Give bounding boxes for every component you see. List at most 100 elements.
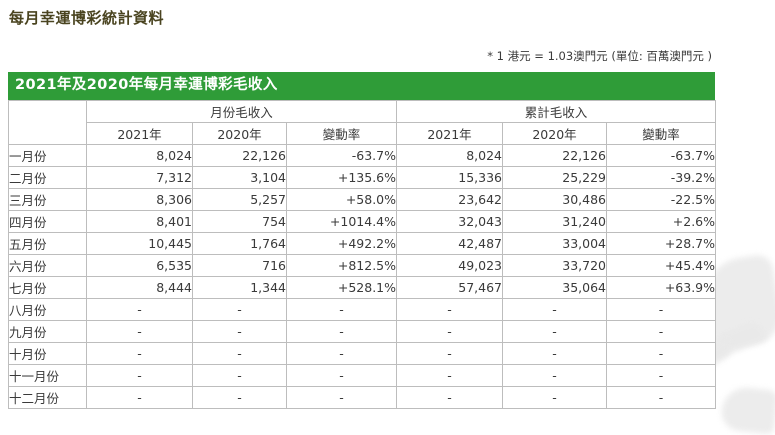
col-header-monthly-change: 變動率 (286, 122, 397, 145)
cell-monthly-2021: 6,535 (86, 254, 193, 277)
cell-cum-2021: 23,642 (396, 188, 503, 211)
row-month-label: 四月份 (8, 210, 87, 233)
cell-monthly-2020: 1,344 (192, 276, 287, 299)
cell-monthly-2020: 1,764 (192, 232, 287, 255)
cell-cum-change: +2.6% (606, 210, 716, 233)
corner-cell (8, 100, 87, 145)
table-row: 十月份 - - - - - - (8, 342, 716, 365)
col-header-cumulative-2021: 2021年 (396, 122, 503, 145)
group-header-monthly: 月份毛收入 (86, 100, 397, 123)
row-month-label: 七月份 (8, 276, 87, 299)
row-month-label: 六月份 (8, 254, 87, 277)
cell-cum-2021: - (396, 386, 503, 409)
table-body: 一月份 8,024 22,126 -63.7% 8,024 22,126 -63.7% 二月份… (8, 144, 716, 409)
cell-cum-2020: 35,064 (502, 276, 607, 299)
cell-cum-2021: 57,467 (396, 276, 503, 299)
cell-cum-change: -63.7% (606, 144, 716, 167)
cell-cum-2020: 25,229 (502, 166, 607, 189)
cell-cum-2020: - (502, 386, 607, 409)
cell-cum-2021: 8,024 (396, 144, 503, 167)
row-month-label: 九月份 (8, 320, 87, 343)
row-month-label: 五月份 (8, 232, 87, 255)
row-month-label: 一月份 (8, 144, 87, 167)
table-row: 三月份 8,306 5,257 +58.0% 23,642 30,486 -22.5% (8, 188, 716, 211)
cell-cum-2021: - (396, 320, 503, 343)
cell-cum-2021: 15,336 (396, 166, 503, 189)
table-row: 四月份 8,401 754 +1014.4% 32,043 31,240 +2.6% (8, 210, 716, 233)
col-header-monthly-2021: 2021年 (86, 122, 193, 145)
cell-monthly-2021: 8,306 (86, 188, 193, 211)
row-month-label: 二月份 (8, 166, 87, 189)
cell-cum-2020: 22,126 (502, 144, 607, 167)
cell-monthly-2020: 754 (192, 210, 287, 233)
cell-monthly-2021: 8,024 (86, 144, 193, 167)
cell-monthly-2021: - (86, 320, 193, 343)
cell-cum-change: +28.7% (606, 232, 716, 255)
table-row: 八月份 - - - - - - (8, 298, 716, 321)
statistics-table-container: 2021年及2020年每月幸運博彩毛收入 月份毛收入 累計毛收入 2021年 2… (8, 72, 716, 409)
cell-monthly-2020: - (192, 364, 287, 387)
group-header-cumulative: 累計毛收入 (396, 100, 716, 123)
cell-cum-2020: - (502, 320, 607, 343)
cell-cum-change: - (606, 320, 716, 343)
cell-monthly-2021: - (86, 364, 193, 387)
cell-monthly-2021: 7,312 (86, 166, 193, 189)
cell-cum-2020: 30,486 (502, 188, 607, 211)
cell-monthly-change: - (286, 320, 397, 343)
cell-cum-2021: - (396, 298, 503, 321)
cell-cum-change: -39.2% (606, 166, 716, 189)
col-header-cumulative-2020: 2020年 (502, 122, 607, 145)
cell-cum-2021: - (396, 364, 503, 387)
cell-monthly-change: +1014.4% (286, 210, 397, 233)
cell-monthly-2021: 8,444 (86, 276, 193, 299)
page-title: 每月幸運博彩統計資料 (9, 9, 165, 27)
cell-cum-change: - (606, 298, 716, 321)
table-row: 九月份 - - - - - - (8, 320, 716, 343)
cell-monthly-2020: 3,104 (192, 166, 287, 189)
cell-monthly-change: +492.2% (286, 232, 397, 255)
cell-monthly-change: +135.6% (286, 166, 397, 189)
cell-cum-2020: 33,720 (502, 254, 607, 277)
cell-monthly-2021: - (86, 342, 193, 365)
cell-monthly-2020: - (192, 298, 287, 321)
table-band-title: 2021年及2020年每月幸運博彩毛收入 (8, 72, 715, 100)
table-row: 五月份 10,445 1,764 +492.2% 42,487 33,004 +28.7% (8, 232, 716, 255)
cell-cum-2021: 49,023 (396, 254, 503, 277)
cell-monthly-2021: 10,445 (86, 232, 193, 255)
table-row: 六月份 6,535 716 +812.5% 49,023 33,720 +45.4% (8, 254, 716, 277)
cell-cum-change: -22.5% (606, 188, 716, 211)
cell-monthly-2020: 5,257 (192, 188, 287, 211)
row-month-label: 三月份 (8, 188, 87, 211)
exchange-rate-note: * 1 港元 = 1.03澳門元 (單位: 百萬澳門元 ) (487, 49, 712, 63)
cell-cum-change: - (606, 364, 716, 387)
cell-monthly-change: +528.1% (286, 276, 397, 299)
cell-cum-2021: 42,487 (396, 232, 503, 255)
cell-cum-change: +63.9% (606, 276, 716, 299)
cell-monthly-change: - (286, 386, 397, 409)
table-row: 二月份 7,312 3,104 +135.6% 15,336 25,229 -39.2% (8, 166, 716, 189)
cell-monthly-change: -63.7% (286, 144, 397, 167)
watermark-shape (719, 385, 775, 435)
cell-monthly-2021: - (86, 298, 193, 321)
cell-monthly-change: +58.0% (286, 188, 397, 211)
table-row: 十二月份 - - - - - - (8, 386, 716, 409)
cell-cum-2020: 33,004 (502, 232, 607, 255)
cell-monthly-2021: - (86, 386, 193, 409)
row-month-label: 八月份 (8, 298, 87, 321)
cell-cum-2020: - (502, 298, 607, 321)
cell-cum-change: +45.4% (606, 254, 716, 277)
col-header-cumulative-change: 變動率 (606, 122, 716, 145)
cell-cum-2020: - (502, 342, 607, 365)
row-month-label: 十一月份 (8, 364, 87, 387)
cell-cum-change: - (606, 386, 716, 409)
cell-monthly-change: +812.5% (286, 254, 397, 277)
cell-monthly-2021: 8,401 (86, 210, 193, 233)
group-header-row: 月份毛收入 累計毛收入 (8, 100, 716, 145)
cell-monthly-change: - (286, 298, 397, 321)
table-row: 一月份 8,024 22,126 -63.7% 8,024 22,126 -63.7% (8, 144, 716, 167)
cell-cum-2021: 32,043 (396, 210, 503, 233)
cell-cum-change: - (606, 342, 716, 365)
table-row: 十一月份 - - - - - - (8, 364, 716, 387)
cell-cum-2020: 31,240 (502, 210, 607, 233)
cell-cum-2020: - (502, 364, 607, 387)
